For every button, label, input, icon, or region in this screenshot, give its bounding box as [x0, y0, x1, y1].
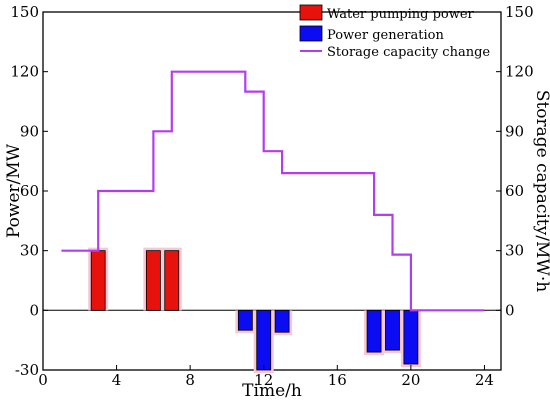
x-tick-label: 20	[401, 371, 420, 389]
y-tick-label-right: 60	[505, 182, 524, 200]
y-tick-label-right: 120	[505, 63, 534, 81]
y-tick-label-left: 0	[29, 301, 39, 319]
pumping-bar	[164, 250, 180, 311]
x-tick-label: 12	[254, 371, 273, 389]
storage-capacity-line	[61, 70, 485, 312]
y-tick-label-right: 30	[505, 242, 524, 260]
generation-bar	[274, 309, 290, 333]
y-tick-label-left: 30	[20, 242, 39, 260]
legend-swatch-pumping	[299, 4, 323, 21]
x-tick-label: 0	[38, 371, 48, 389]
y-tick-label-right: 90	[505, 122, 524, 140]
x-axis-title: Time/h	[242, 381, 302, 401]
generation-bar	[237, 309, 253, 331]
x-tick-label: 24	[475, 371, 494, 389]
y-tick-label-left: -30	[15, 361, 39, 379]
y-axis-title-right: Storage capacity/MW·h	[532, 90, 550, 292]
legend-swatch-generation	[299, 25, 323, 42]
pumping-bar	[145, 250, 161, 311]
x-tick-label: 4	[112, 371, 122, 389]
legend-label-pumping: Water pumping power	[327, 7, 475, 22]
bars-layer	[88, 247, 421, 373]
line-layer	[61, 70, 485, 312]
generation-bar	[256, 309, 272, 371]
pumping-bar	[90, 250, 106, 311]
y-tick-label-left: 60	[20, 182, 39, 200]
y-tick-label-right: 0	[505, 301, 515, 319]
x-tick-label: 16	[328, 371, 347, 389]
generation-bar	[403, 309, 419, 365]
generation-bar	[366, 309, 382, 353]
legend-label-storage: Storage capacity change	[327, 45, 490, 60]
generation-bar	[385, 309, 400, 351]
y-tick-label-left: 120	[10, 63, 39, 81]
y-tick-label-left: 90	[20, 122, 39, 140]
y-axis-title-left: Power/MW	[4, 143, 24, 238]
legend: Water pumping power Power generation Sto…	[299, 4, 490, 60]
y-tick-label-left: 150	[10, 3, 39, 21]
legend-label-generation: Power generation	[327, 28, 444, 43]
x-tick-label: 8	[185, 371, 195, 389]
y-tick-label-right: 150	[505, 3, 534, 21]
